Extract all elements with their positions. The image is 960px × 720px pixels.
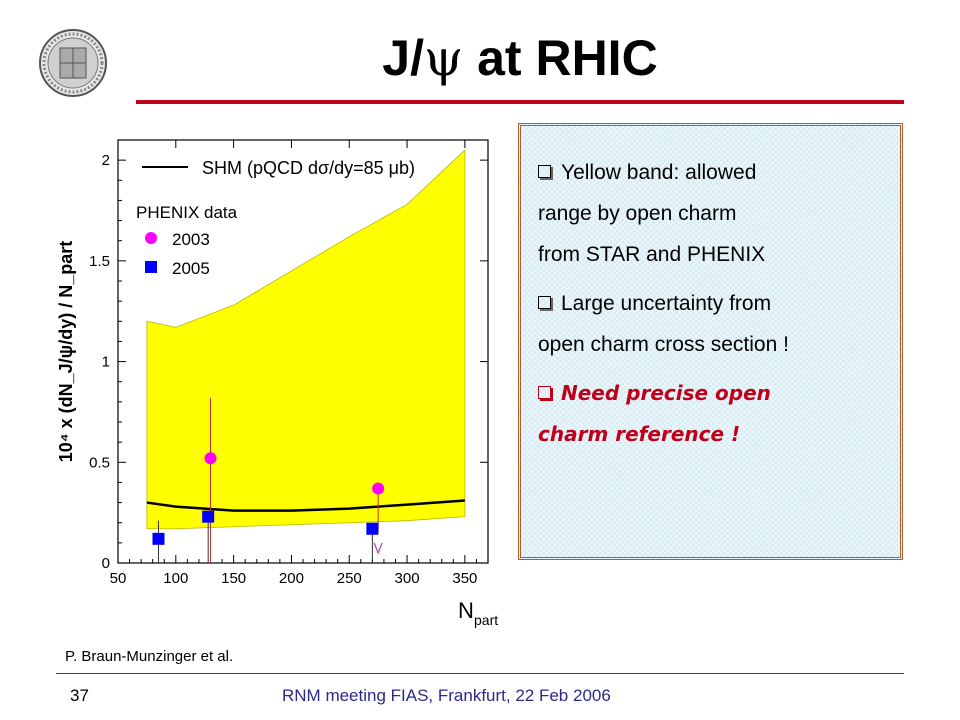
bullet-text: from STAR and PHENIX — [538, 243, 766, 266]
y-tick-label: 1 — [102, 354, 110, 371]
data-point-2003 — [204, 452, 217, 465]
y-tick-label: 0.5 — [89, 454, 110, 471]
bullet-text: Need precise open — [561, 381, 771, 405]
checkbox-bullet-icon — [538, 165, 551, 178]
page-number: 37 — [70, 686, 89, 705]
bullet-text: Large uncertainty from — [561, 292, 772, 315]
x-tick-label: 250 — [337, 570, 362, 587]
bullet-line: Yellow band: allowed — [538, 152, 898, 193]
bullet-line: Need precise open — [538, 373, 898, 414]
legend-2003-marker — [145, 232, 157, 244]
shm-curve — [146, 499, 465, 512]
checkbox-bullet-icon — [538, 386, 551, 399]
legend-2005-label: 2005 — [172, 259, 210, 278]
data-point-2005 — [202, 510, 215, 523]
bullet-line: charm reference ! — [538, 414, 898, 455]
open-charm-band — [146, 149, 466, 530]
notes-bullets: Yellow band: allowed range by open charm f… — [538, 152, 898, 463]
legend-group-title: PHENIX data — [136, 203, 238, 222]
figure-credit: P. Braun-Munzinger et al. — [65, 648, 234, 665]
x-axis-label-subscript: part — [474, 612, 498, 628]
y-tick-label: 0 — [102, 555, 110, 572]
page-title: J/ψ at RHIC — [382, 29, 658, 87]
legend-2005-marker — [145, 261, 157, 273]
y-tick-label: 2 — [102, 152, 110, 169]
legend-shm-label: SHM (pQCD dσ/dy=85 μb) — [202, 158, 415, 178]
data-point-2005 — [152, 532, 165, 545]
bullet-3: Need precise open charm reference ! — [538, 373, 898, 455]
bullet-line: Large uncertainty from — [538, 283, 898, 324]
y-axis-label: 10⁴ x (dN_J/ψ/dy) / N_part — [56, 241, 76, 463]
bullet-text: Yellow band: allowed — [561, 161, 757, 184]
bullet-line: from STAR and PHENIX — [538, 234, 898, 275]
data-point-2005 — [366, 522, 379, 535]
bullet-line: range by open charm — [538, 193, 898, 234]
x-tick-label: 350 — [452, 570, 477, 587]
bullet-1: Yellow band: allowed range by open charm f… — [538, 152, 898, 275]
notes-box — [518, 123, 903, 560]
upper-limit-arrow — [373, 542, 383, 555]
legend-2003-label: 2003 — [172, 230, 210, 249]
bullet-text: open charm cross section ! — [538, 333, 789, 356]
bullet-line: open charm cross section ! — [538, 324, 898, 365]
data-point-2003 — [372, 482, 385, 495]
university-seal-logo — [39, 29, 107, 97]
jpsi-chart: 50 100 150 200 250 300 350 0 0.5 1 1.5 2 N part 10⁴ x … — [56, 139, 498, 628]
footer-text: RNM meeting FIAS, Frankfurt, 22 Feb 2006 — [282, 686, 611, 705]
bullet-2: Large uncertainty from open charm cross s… — [538, 283, 898, 365]
x-tick-label: 50 — [110, 570, 127, 587]
title-underline — [136, 100, 904, 104]
x-axis-label: N — [458, 598, 474, 623]
x-tick-label: 200 — [279, 570, 304, 587]
checkbox-bullet-icon — [538, 296, 551, 309]
footer-rule — [56, 673, 904, 674]
x-tick-label: 150 — [221, 570, 246, 587]
x-tick-label: 300 — [395, 570, 420, 587]
x-tick-label: 100 — [163, 570, 188, 587]
y-tick-label: 1.5 — [89, 253, 110, 270]
bullet-text: range by open charm — [538, 202, 737, 225]
bullet-text: charm reference ! — [538, 422, 741, 446]
